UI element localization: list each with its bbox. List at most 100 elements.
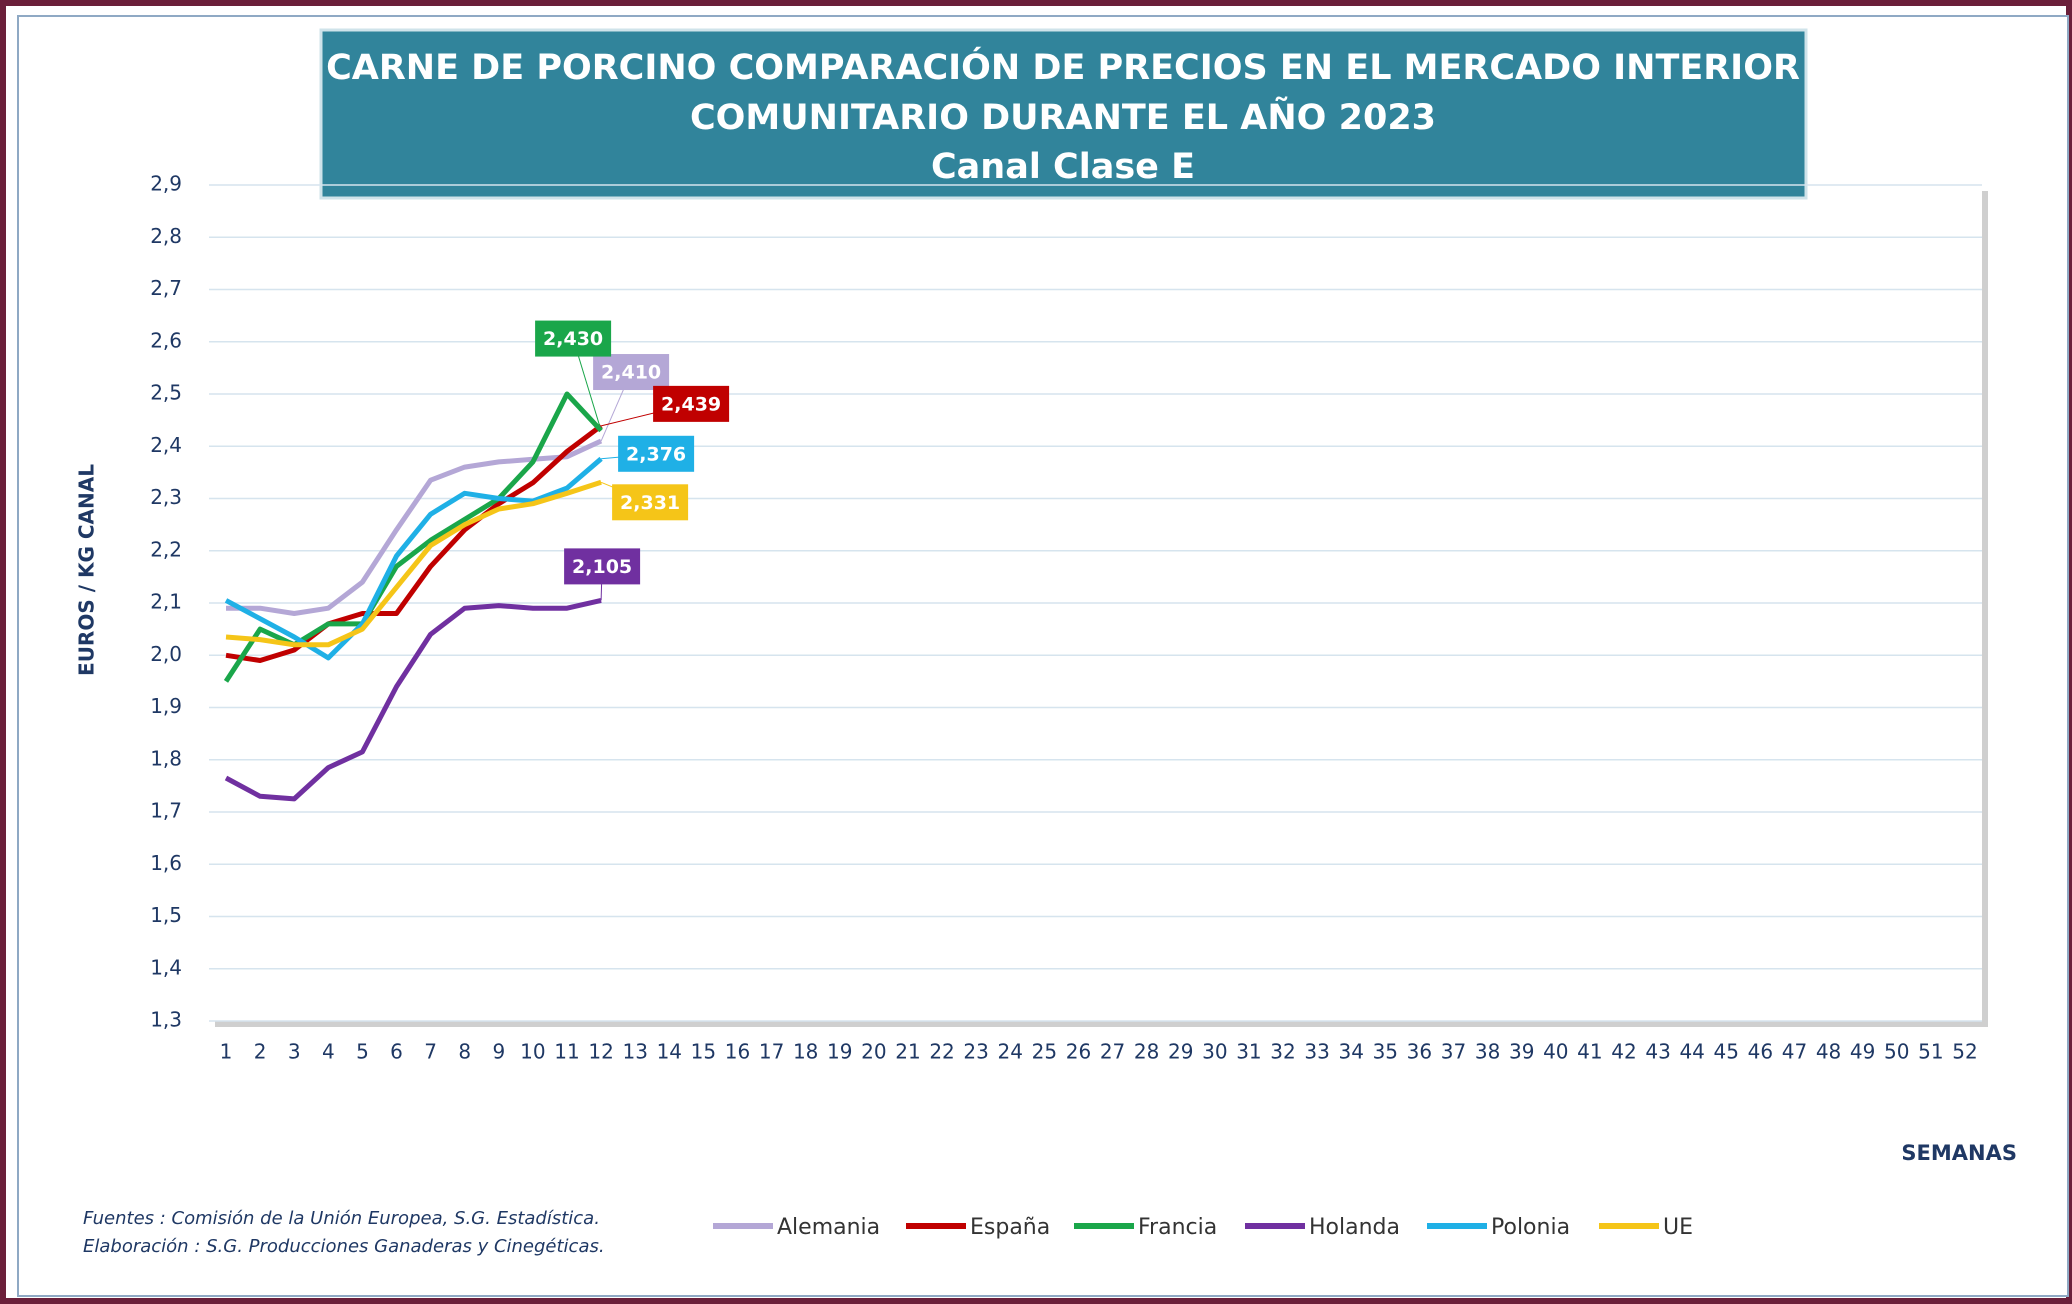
data-label: 2,331 [620, 492, 680, 514]
x-tick-label: 5 [356, 1040, 369, 1064]
y-tick-label: 1,7 [150, 799, 182, 823]
x-tick-label: 10 [520, 1040, 545, 1064]
x-tick-label: 13 [622, 1040, 647, 1064]
x-tick-label: 48 [1816, 1040, 1841, 1064]
series-line [225, 423, 603, 663]
y-tick-label: 2,7 [150, 276, 182, 300]
title-box [319, 28, 1808, 200]
y-tick-label: 1,8 [150, 746, 182, 770]
legend-label: España [970, 1215, 1050, 1240]
x-tick-label: 43 [1645, 1040, 1670, 1064]
x-tick-label: 35 [1373, 1040, 1398, 1064]
x-tick-label: 6 [390, 1040, 403, 1064]
y-tick-label: 2,9 [150, 172, 182, 196]
x-tick-label: 33 [1304, 1040, 1329, 1064]
data-label-box [618, 435, 695, 472]
y-tick-label: 1,4 [150, 955, 182, 979]
x-tick-label: 23 [963, 1040, 988, 1064]
y-tick-label: 2,6 [150, 328, 182, 352]
x-tick-label: 9 [492, 1040, 505, 1064]
x-tick-label: 44 [1679, 1040, 1704, 1064]
y-tick-label: 1,9 [150, 694, 182, 718]
legend-label: Holanda [1309, 1215, 1400, 1240]
x-tick-label: 32 [1270, 1040, 1295, 1064]
x-tick-label: 51 [1918, 1040, 1943, 1064]
source-note: Fuentes : Comisión de la Unión Europea, … [83, 1208, 600, 1229]
x-tick-label: 7 [424, 1040, 437, 1064]
x-tick-label: 16 [725, 1040, 750, 1064]
x-tick-label: 2 [254, 1040, 267, 1064]
x-tick-label: 11 [554, 1040, 579, 1064]
data-label: 2,439 [661, 393, 721, 415]
x-tick-label: 20 [861, 1040, 886, 1064]
data-label: 2,105 [572, 556, 632, 578]
x-tick-label: 37 [1441, 1040, 1466, 1064]
x-tick-label: 28 [1134, 1040, 1159, 1064]
x-tick-label: 30 [1202, 1040, 1227, 1064]
x-tick-label: 31 [1236, 1040, 1261, 1064]
data-label-box [564, 548, 641, 585]
x-tick-label: 41 [1577, 1040, 1602, 1064]
x-tick-label: 34 [1338, 1040, 1363, 1064]
x-tick-label: 29 [1168, 1040, 1193, 1064]
legend-label: Alemania [777, 1215, 880, 1240]
x-tick-label: 15 [691, 1040, 716, 1064]
x-tick-label: 21 [895, 1040, 920, 1064]
x-tick-label: 27 [1100, 1040, 1125, 1064]
data-label: 2,430 [543, 328, 603, 350]
x-tick-label: 25 [1032, 1040, 1057, 1064]
data-label: 2,410 [601, 362, 661, 384]
x-tick-label: 22 [929, 1040, 954, 1064]
x-tick-label: 1 [220, 1040, 233, 1064]
series-line [224, 597, 602, 802]
x-tick-label: 38 [1475, 1040, 1500, 1064]
x-tick-label: 42 [1611, 1040, 1636, 1064]
x-tick-label: 36 [1407, 1040, 1432, 1064]
chart-subtitle: Canal Clase E [931, 147, 1195, 187]
source-note: Elaboración : S.G. Producciones Ganadera… [83, 1236, 605, 1257]
y-axis-label: EUROS / KG CANAL [75, 464, 99, 676]
y-tick-label: 2,2 [150, 537, 182, 561]
y-tick-label: 2,8 [150, 224, 182, 248]
x-tick-label: 4 [322, 1040, 335, 1064]
y-tick-label: 2,3 [150, 485, 182, 509]
y-tick-label: 2,0 [150, 642, 182, 666]
data-label-box [653, 385, 730, 422]
x-tick-label: 49 [1850, 1040, 1875, 1064]
x-tick-label: 45 [1714, 1040, 1739, 1064]
x-tick-label: 50 [1884, 1040, 1909, 1064]
x-tick-label: 26 [1066, 1040, 1091, 1064]
x-tick-label: 39 [1509, 1040, 1534, 1064]
x-tick-label: 8 [458, 1040, 471, 1064]
x-tick-label: 47 [1782, 1040, 1807, 1064]
legend-label: Polonia [1491, 1215, 1570, 1240]
x-tick-label: 18 [793, 1040, 818, 1064]
data-label: 2,376 [626, 443, 686, 465]
y-tick-label: 2,1 [150, 590, 182, 614]
legend-label: UE [1663, 1215, 1693, 1240]
x-tick-label: 52 [1952, 1040, 1977, 1064]
x-tick-label: 17 [759, 1040, 784, 1064]
x-axis-label: SEMANAS [1901, 1141, 2017, 1165]
data-label-box [535, 320, 612, 357]
y-tick-label: 1,3 [150, 1008, 182, 1032]
y-tick-label: 2,4 [150, 433, 182, 457]
chart-title: CARNE DE PORCINO COMPARACIÓN DE PRECIOS … [326, 46, 1800, 88]
y-tick-label: 2,5 [150, 381, 182, 405]
series-line [224, 456, 603, 661]
x-tick-label: 19 [827, 1040, 852, 1064]
x-tick-label: 12 [588, 1040, 613, 1064]
x-tick-label: 3 [288, 1040, 301, 1064]
series-line [226, 438, 603, 616]
x-tick-label: 46 [1748, 1040, 1773, 1064]
x-tick-label: 40 [1543, 1040, 1568, 1064]
series-line [225, 479, 602, 648]
data-label-box [593, 354, 670, 391]
y-tick-label: 1,5 [150, 903, 182, 927]
x-tick-label: 24 [998, 1040, 1023, 1064]
legend-label: Francia [1138, 1215, 1217, 1240]
chart-title: COMUNITARIO DURANTE EL AÑO 2023 [690, 96, 1436, 138]
x-tick-label: 14 [657, 1040, 682, 1064]
